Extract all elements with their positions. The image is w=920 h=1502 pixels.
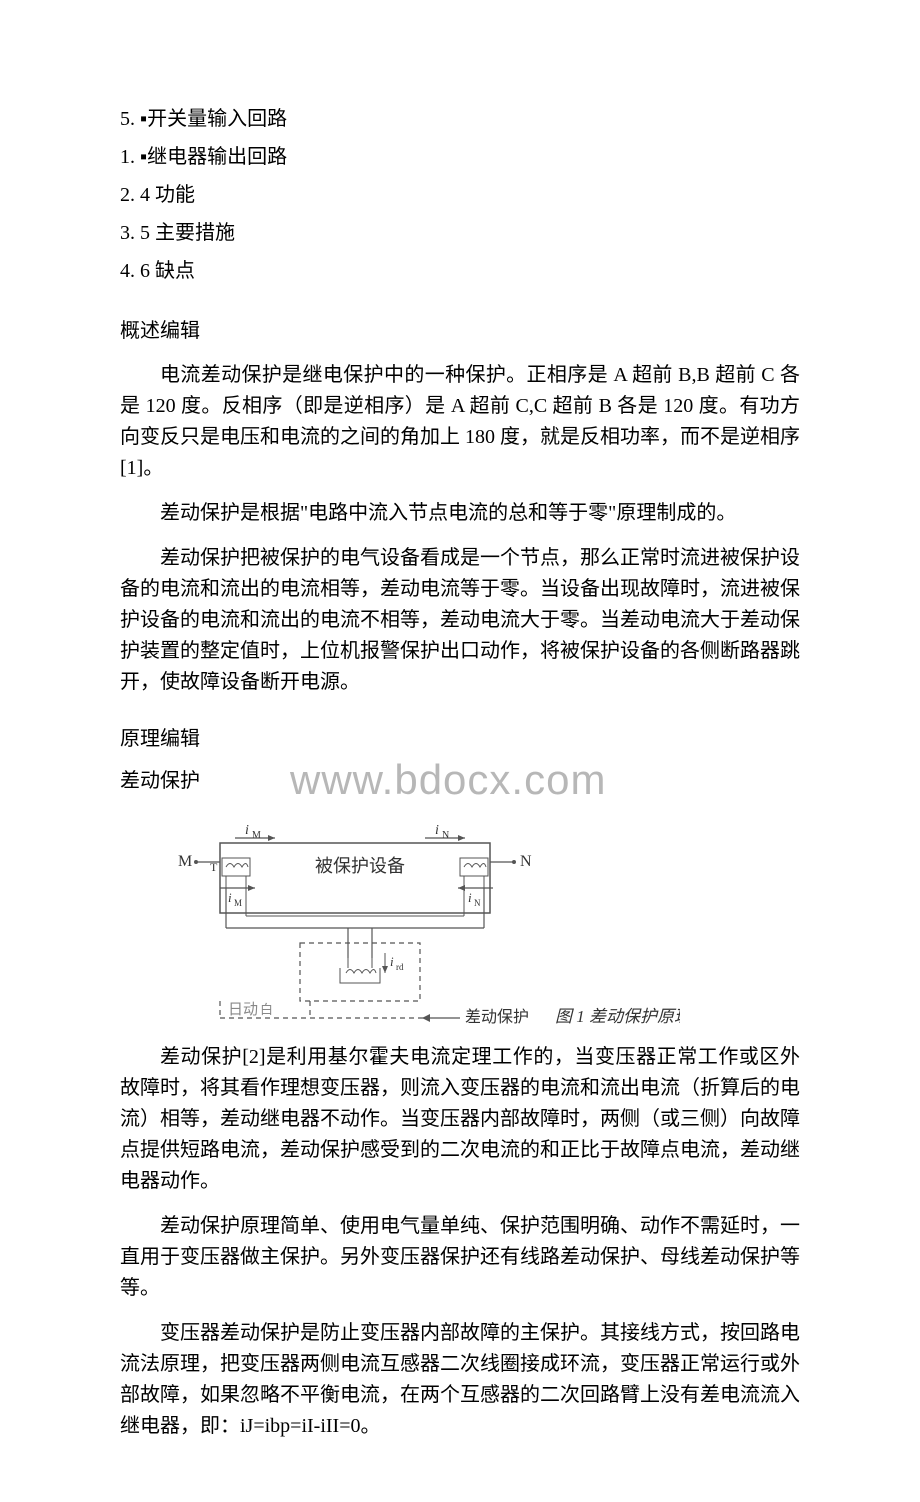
toc-item: 2. 4 功能 [120, 176, 800, 214]
svg-text:图 1 差动保护原理: 图 1 差动保护原理 [555, 1007, 680, 1026]
svg-text:M: M [252, 830, 261, 841]
paragraph: 差动保护原理简单、使用电气量单纯、保护范围明确、动作不需延时，一直用于变压器做主… [120, 1211, 800, 1304]
paragraph: 差动保护是根据"电路中流入节点电流的总和等于零"原理制成的。 [120, 498, 800, 529]
toc-item: 1. ▪继电器输出回路 [120, 138, 800, 176]
svg-text:白: 白 [260, 1002, 273, 1017]
watermark-row: 差动保护 www.bdocx.com [120, 762, 800, 800]
svg-text:N: N [520, 853, 532, 870]
document-page: 5. ▪开关量输入回路 1. ▪继电器输出回路 2. 4 功能 3. 5 主要措… [0, 0, 920, 1502]
svg-text:日动: 日动 [228, 1001, 258, 1018]
toc-item: 3. 5 主要措施 [120, 214, 800, 252]
svg-text:N: N [474, 898, 481, 908]
svg-text:rd: rd [396, 962, 404, 972]
svg-text:N: N [442, 830, 449, 841]
figure-device-label: 被保护设备 [315, 856, 405, 876]
paragraph: 电流差动保护是继电保护中的一种保护。正相序是 A 超前 B,B 超前 C 各是 … [120, 360, 800, 484]
svg-text:i: i [435, 823, 439, 838]
svg-text:M: M [234, 898, 242, 908]
svg-text:M: M [178, 853, 192, 870]
svg-text:i: i [390, 954, 394, 969]
paragraph: 差动保护把被保护的电气设备看成是一个节点，那么正常时流进被保护设备的电流和流出的… [120, 543, 800, 698]
svg-text:T: T [210, 860, 218, 874]
section-heading-principle: 原理编辑 [120, 720, 800, 758]
figure-diagram: 被保护设备 i M i N M N T [160, 818, 800, 1028]
toc-item: 5. ▪开关量输入回路 [120, 100, 800, 138]
paragraph: 差动保护[2]是利用基尔霍夫电流定理工作的，当变压器正常工作或区外故障时，将其看… [120, 1042, 800, 1197]
svg-text:差动保护: 差动保护 [465, 1008, 529, 1026]
paragraph: 变压器差动保护是防止变压器内部故障的主保护。其接线方式，按回路电流法原理，把变压… [120, 1318, 800, 1442]
section-heading-overview: 概述编辑 [120, 312, 800, 350]
svg-text:i: i [468, 890, 472, 905]
toc-item: 4. 6 缺点 [120, 252, 800, 290]
watermark-text: www.bdocx.com [290, 756, 606, 804]
svg-text:i: i [228, 890, 232, 905]
svg-text:i: i [245, 823, 249, 838]
